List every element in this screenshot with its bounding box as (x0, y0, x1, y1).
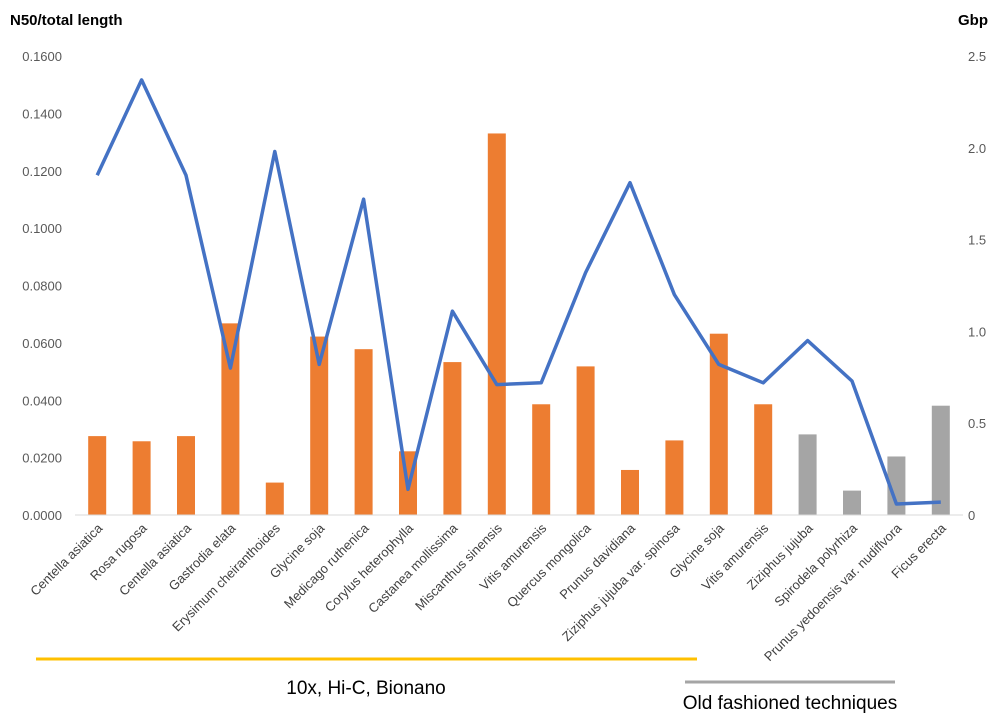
bar (443, 362, 462, 515)
y-left-tick-label: 0.1400 (22, 106, 62, 121)
y-right-tick-label: 2.0 (968, 141, 986, 156)
y-left-tick-label: 0.0600 (22, 336, 62, 351)
bar (177, 436, 195, 515)
bar (132, 441, 151, 515)
category-label: Prunus davidiana (556, 520, 638, 602)
y-left-tick-label: 0.0400 (22, 393, 62, 408)
category-label: Quercus mongolica (504, 520, 594, 610)
y-right-tick-label: 1.0 (968, 324, 986, 339)
group-label: 10x, Hi-C, Bionano (286, 678, 445, 699)
y-left-tick-label: 0.1200 (22, 164, 62, 179)
bar (354, 349, 373, 515)
y-left-tick-label: 0.0000 (22, 508, 62, 523)
bar (265, 482, 284, 515)
y-right-tick-label: 2.5 (968, 49, 986, 64)
group-brackets: 10x, Hi-C, Bionano Old fashioned techniqu… (36, 657, 897, 714)
bar (931, 405, 950, 515)
bar (532, 404, 551, 515)
bar-series (88, 133, 950, 516)
category-label: Spirodela polyrhiza (771, 520, 860, 609)
y-right-tick-labels: 0 0.5 1.0 1.5 2.0 2.5 (968, 49, 986, 523)
y-left-tick-label: 0.0800 (22, 279, 62, 294)
y-right-tick-label: 1.5 (968, 233, 986, 248)
bar (221, 323, 240, 515)
y-left-tick-label: 0.0200 (22, 451, 62, 466)
bar (709, 333, 728, 515)
bar (843, 490, 861, 515)
bar (754, 404, 773, 515)
bar (310, 336, 329, 515)
bar (576, 366, 595, 515)
y-right-axis-title: Gbp (958, 12, 988, 29)
y-left-tick-label: 0.1000 (22, 221, 62, 236)
y-left-axis-title: N50/total length (10, 12, 123, 29)
y-left-tick-label: 0.1600 (22, 49, 62, 64)
bar (665, 440, 684, 515)
bar (88, 436, 107, 515)
bar (798, 434, 817, 515)
y-right-tick-label: 0.5 (968, 416, 986, 431)
bar (621, 469, 639, 515)
y-left-tick-labels: 0.0000 0.0200 0.0400 0.0600 0.0800 0.1000 0.12… (22, 49, 62, 523)
category-label: Medicago ruthenica (281, 520, 372, 611)
group-label: Old fashioned techniques (683, 693, 897, 714)
y-right-tick-label: 0 (968, 508, 975, 523)
bar (487, 133, 506, 516)
bar (887, 456, 906, 515)
category-label: Centella asiatica (27, 520, 106, 599)
line-series (95, 78, 941, 506)
